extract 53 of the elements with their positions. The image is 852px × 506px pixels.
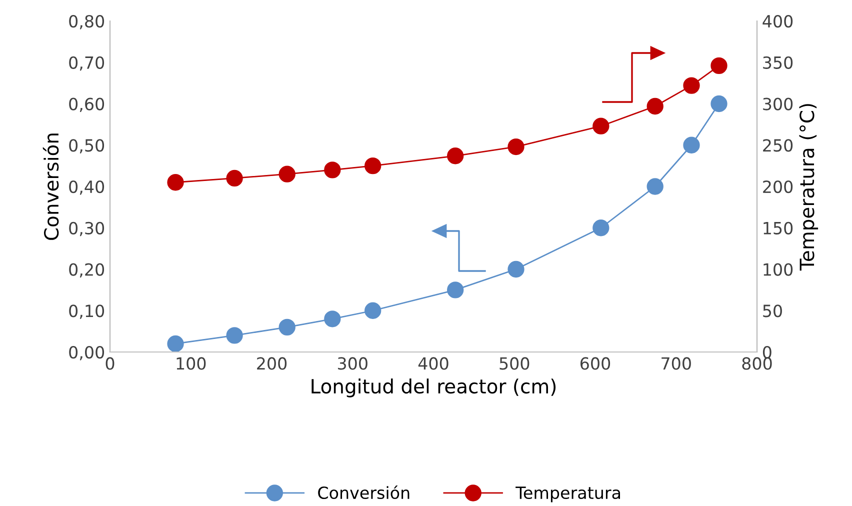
point [508, 138, 524, 156]
point [364, 302, 382, 319]
point [324, 162, 341, 178]
x-tick-label: 700 [662, 357, 691, 370]
legend-label: Temperatura [516, 486, 620, 502]
y-tick-label: 0,70 [69, 56, 104, 71]
point [592, 220, 610, 236]
y2-tick-label: 350 [763, 56, 793, 69]
y-tick-label: 0,30 [69, 222, 104, 236]
y2-tick-label: 200 [763, 180, 793, 194]
point [226, 170, 243, 187]
y-tick-label: 0,40 [69, 180, 104, 195]
point [592, 118, 610, 134]
legend-label: Conversión [318, 485, 410, 500]
point [278, 166, 296, 182]
y2-tick-label: 300 [763, 98, 793, 110]
y2-tick-label: 400 [762, 14, 793, 28]
y-tick-label: 0,10 [69, 304, 104, 319]
y-tick-label: 0,00 [69, 346, 104, 360]
point [364, 157, 382, 174]
point [167, 174, 184, 191]
point [710, 57, 728, 74]
point [226, 327, 243, 344]
y-axis-title: Conversión [42, 134, 59, 240]
point [278, 318, 296, 336]
point [683, 77, 700, 94]
x-tick-label: 300 [338, 357, 368, 370]
x-tick-label: 800 [742, 357, 772, 370]
y2-tick-label: 150 [764, 222, 793, 234]
point [447, 282, 464, 298]
x-tick-label: 0 [106, 357, 114, 370]
point [646, 178, 664, 195]
x-tick-label: 600 [580, 357, 610, 370]
y2-tick-label: 50 [763, 304, 782, 318]
point [683, 136, 700, 154]
x-tick-label: 400 [418, 357, 448, 370]
point [710, 95, 728, 112]
point [447, 148, 464, 164]
y-tick-label: 0,60 [69, 98, 104, 112]
x-tick-label: 500 [500, 357, 530, 370]
y2-axis-title: Temperatura (°C) [799, 104, 818, 271]
y-tick-label: 0,20 [69, 263, 104, 278]
x-axis-title: Longitud del reactor (cm) [312, 378, 556, 398]
y2-tick-label: 250 [763, 139, 793, 152]
point [508, 260, 524, 278]
point [324, 310, 341, 328]
x-tick-label: 100 [176, 357, 206, 370]
y2-tick-label: 100 [764, 263, 793, 276]
x-tick-label: 200 [257, 357, 287, 370]
point [646, 98, 664, 115]
y-tick-label: 0,80 [69, 14, 104, 30]
y-tick-label: 0,50 [69, 139, 104, 154]
point [167, 335, 184, 352]
